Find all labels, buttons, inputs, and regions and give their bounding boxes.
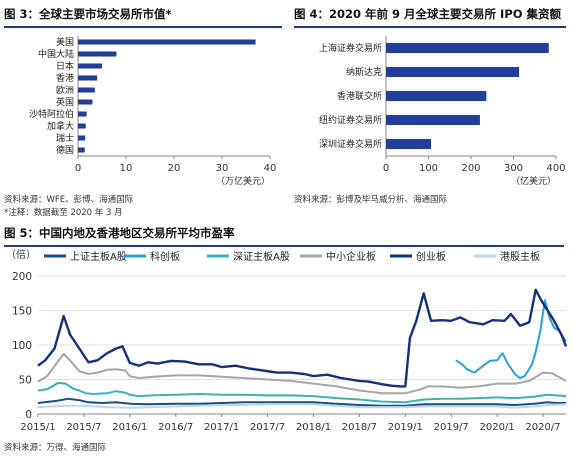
figure5-y-unit-label: （倍） <box>6 248 36 261</box>
figure5-x-tick-label: 2016/1 <box>112 422 147 433</box>
figure3-note: *注释：数据截至 2020 年 3 月 <box>4 208 123 218</box>
figure5-legend-label: 创业板 <box>416 250 446 263</box>
figure3-source: 资料来源：WFE、彭博、海通国际 <box>4 195 134 205</box>
figure5-x-tick-label: 2018/7 <box>342 422 377 433</box>
figure5-x-tick-label: 2019/1 <box>388 422 423 433</box>
figure5-title-text: 中国内地及香港地区交易所平均市盈率 <box>39 226 235 240</box>
figure5-series-line <box>37 353 567 395</box>
figure3-category-label: 香港 <box>56 72 74 84</box>
figure4-x-tick-label: 200 <box>461 163 480 174</box>
figure5-legend-label: 港股主板 <box>500 250 540 263</box>
figure3-bar <box>78 147 85 153</box>
figure5-series-line <box>37 397 566 407</box>
figure5-legend-label: 中小企业板 <box>326 250 376 263</box>
figure4-bar <box>386 42 549 54</box>
figure5-source: 资料来源：万得、海通国际 <box>4 443 107 453</box>
figure3-x-tick-label: 10 <box>120 163 133 174</box>
figure4-title: 图 4：2020 年前 9 月全球主要交易所 IPO 集资额 <box>294 6 566 28</box>
figure3-unit-label: （万亿美元） <box>216 175 270 187</box>
figure5-y-tick-label: 0 <box>25 409 32 421</box>
figure3-bar <box>78 99 93 105</box>
figure4-bar <box>386 90 487 102</box>
figure3-category-label: 美国 <box>56 36 74 48</box>
figure5-x-tick-label: 2018/1 <box>296 422 331 433</box>
figure3-x-tick-label: 0 <box>75 163 81 174</box>
figure4-x-tick-label: 0 <box>383 163 389 174</box>
figure5-series-line <box>37 403 567 409</box>
figure4-bar <box>386 66 520 78</box>
figure3-category-label: 英国 <box>56 96 74 108</box>
figure5-x-tick-label: 2019/7 <box>434 422 469 433</box>
figure3-bar <box>78 39 256 45</box>
figure4-source: 资料来源：彭博及毕马威分析、海通国际 <box>294 195 448 205</box>
figure4-label: 图 4： <box>294 7 330 21</box>
figure4-bar <box>386 114 480 126</box>
figure4-category-label: 深圳证券交易所 <box>319 138 382 150</box>
figure5-legend-label: 上证主板A股 <box>70 250 127 263</box>
figure3-x-tick-label: 30 <box>216 163 229 174</box>
figure4-bar <box>386 138 432 150</box>
figure5-x-tick-label: 2016/7 <box>158 422 193 433</box>
figure5-x-tick-label: 2015/1 <box>20 422 55 433</box>
figure3-bar <box>78 75 98 81</box>
figure3-bar <box>78 63 102 69</box>
figure5-legend-label: 科创板 <box>150 250 180 263</box>
figure4-unit-label: （亿美元） <box>511 175 556 187</box>
figure5-y-tick-label: 50 <box>19 375 32 387</box>
figure5-y-tick-label: 150 <box>12 306 32 318</box>
figure5-chart: （倍） 0 50 100 150 200 2015/1 2015/7 2016/1 2016/7 2… <box>6 248 568 433</box>
figure3-x-tick-label: 40 <box>264 163 277 174</box>
figure3-bar <box>78 135 86 141</box>
figure5-x-tick-label: 2020/7 <box>525 422 560 433</box>
figure3-category-label: 德国 <box>56 144 74 156</box>
figure3-category-label: 欧洲 <box>56 84 74 96</box>
figure3-x-tick-label: 20 <box>168 163 181 174</box>
figure5-y-tick-label: 200 <box>12 271 32 283</box>
figure5-x-tick-label: 2015/7 <box>66 422 101 433</box>
figure4-title-text: 2020 年前 9 月全球主要交易所 IPO 集资额 <box>329 7 562 21</box>
figure4-category-label: 香港联交所 <box>337 90 382 102</box>
figure3-title: 图 3：全球主要市场交易所市值* <box>4 6 282 28</box>
figure5-x-tick-label: 2017/1 <box>204 422 239 433</box>
figure3-bar <box>78 87 95 93</box>
figure5-x-tick-label: 2020/1 <box>480 422 515 433</box>
figure5-label: 图 5： <box>4 226 40 240</box>
figure3-label: 图 3： <box>4 7 40 21</box>
figure5-series-line <box>37 381 567 404</box>
figure4-category-label: 纽约证券交易所 <box>319 114 382 126</box>
figure3-category-label: 瑞士 <box>56 132 74 144</box>
figure3-category-label: 沙特阿拉伯 <box>29 108 74 120</box>
figure4-category-label: 纳斯达克 <box>346 66 382 78</box>
figure5-legend-label: 深证主板A股 <box>233 250 290 263</box>
figure5-y-tick-label: 100 <box>12 340 32 352</box>
figure3-bar <box>78 123 86 129</box>
figure3-category-label: 中国大陆 <box>38 48 74 60</box>
figure3-category-label: 日本 <box>56 60 74 72</box>
figure3-category-label: 加拿大 <box>47 120 74 132</box>
figure4-x-tick-label: 100 <box>419 163 438 174</box>
figure4-category-label: 上海证券交易所 <box>319 42 382 54</box>
figure3-title-text: 全球主要市场交易所市值* <box>39 7 172 21</box>
figure5-series-line <box>37 288 568 388</box>
figure4-x-tick-label: 300 <box>504 163 523 174</box>
figure5-x-tick-label: 2017/7 <box>250 422 285 433</box>
figure5-title: 图 5：中国内地及香港地区交易所平均市盈率 <box>4 225 564 247</box>
figure4-x-tick-label: 400 <box>546 163 565 174</box>
figure3-bar <box>78 111 87 117</box>
figure3-bar <box>78 51 117 57</box>
